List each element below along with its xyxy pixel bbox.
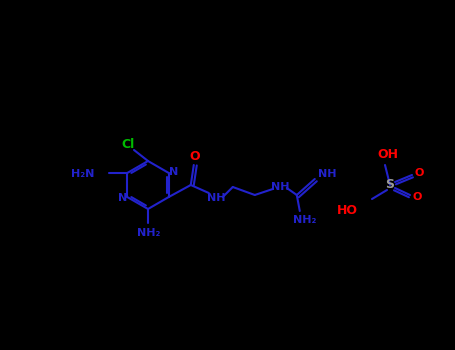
Text: N: N <box>117 193 127 203</box>
Text: NH₂: NH₂ <box>293 215 317 225</box>
Text: S: S <box>385 178 394 191</box>
Text: H₂N: H₂N <box>71 169 94 179</box>
Text: Cl: Cl <box>121 139 135 152</box>
Text: O: O <box>415 168 424 178</box>
Text: OH: OH <box>378 147 399 161</box>
Text: O: O <box>189 150 200 163</box>
Text: HO: HO <box>337 203 358 217</box>
Text: NH₂: NH₂ <box>137 228 161 238</box>
Text: NH: NH <box>318 169 336 179</box>
Text: O: O <box>412 192 422 202</box>
Text: NH: NH <box>271 182 289 192</box>
Text: NH: NH <box>207 193 225 203</box>
Text: N: N <box>169 167 178 177</box>
